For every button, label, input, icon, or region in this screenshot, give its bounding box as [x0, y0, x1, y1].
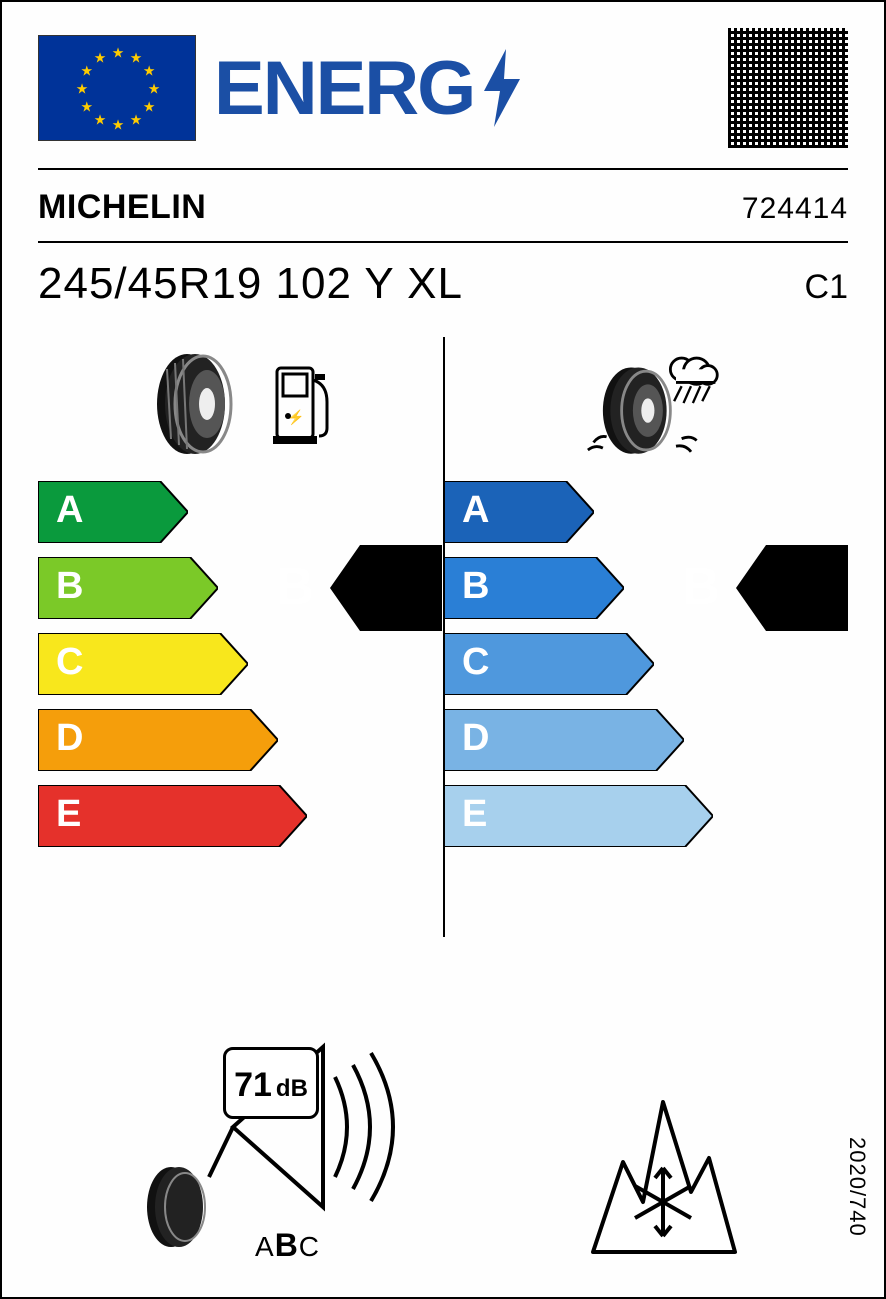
grade-bar-b: BB [444, 557, 848, 619]
wet-grade-bars: ABBCDE [444, 481, 848, 847]
fuel-efficiency-column: ⚡ ABBCDE [38, 339, 442, 847]
3pmsf-icon [563, 1072, 763, 1262]
wet-grip-column: ABBCDE [444, 339, 848, 847]
snow-symbol [563, 1067, 763, 1267]
grade-bar-b: BB [38, 557, 442, 619]
energy-title: ENERG [214, 45, 710, 132]
size-row: 245/45R19 102 Y XL C1 [2, 243, 884, 329]
grade-letter: B [56, 565, 83, 608]
noise-class-letter: C [299, 1231, 320, 1262]
noise-class-letter: B [275, 1227, 299, 1263]
lightning-bolt-icon [480, 49, 524, 127]
ratings-area: ⚡ ABBCDE [2, 329, 884, 969]
tire-size: 245/45R19 102 Y XL [38, 259, 463, 309]
vehicle-class: C1 [805, 268, 848, 307]
grade-bar-a: A [444, 481, 848, 543]
energy-title-text: ENERG [214, 45, 474, 132]
noise-db-box: 71 dB [223, 1047, 319, 1119]
label-header: ★★★★★★★★★★★★ ENERG [2, 2, 884, 168]
grade-letter: D [56, 717, 83, 760]
regulation-reference: 2020/740 [844, 1137, 870, 1237]
fuel-icon-row: ⚡ [38, 339, 442, 469]
eu-tyre-label: ★★★★★★★★★★★★ ENERG MICHELIN 724414 245/4… [0, 0, 886, 1299]
noise-db-unit: dB [276, 1075, 308, 1103]
eu-flag-icon: ★★★★★★★★★★★★ [38, 35, 196, 141]
grade-bar-a: A [38, 481, 442, 543]
grade-bar-d: D [444, 709, 848, 771]
grade-letter: E [462, 793, 487, 836]
brand-row: MICHELIN 724414 [2, 170, 884, 241]
qr-code-icon [728, 28, 848, 148]
noise-class-scale: ABC [255, 1227, 320, 1264]
grade-letter: C [56, 641, 83, 684]
grade-bar-e: E [38, 785, 442, 847]
noise-block: 71 dB ABC [123, 1037, 453, 1267]
grade-bar-e: E [444, 785, 848, 847]
grade-letter: D [462, 717, 489, 760]
brand-name: MICHELIN [38, 188, 206, 227]
fuel-pump-icon: ⚡ [273, 360, 333, 448]
grade-letter: A [56, 489, 83, 532]
article-number: 724414 [742, 192, 848, 226]
tire-icon [147, 349, 257, 459]
wet-icon-row [444, 339, 848, 469]
grade-bar-c: C [444, 633, 848, 695]
selected-grade-letter: B [682, 557, 720, 617]
grade-letter: E [56, 793, 81, 836]
rain-tire-icon [571, 349, 721, 459]
grade-letter: A [462, 489, 489, 532]
grade-letter: B [462, 565, 489, 608]
grade-bar-d: D [38, 709, 442, 771]
fuel-grade-bars: ABBCDE [38, 481, 442, 847]
bottom-row: 71 dB ABC [38, 1007, 848, 1267]
grade-bar-c: C [38, 633, 442, 695]
noise-db-value: 71 [234, 1066, 272, 1105]
selected-grade-letter: B [276, 557, 314, 617]
noise-class-letter: A [255, 1231, 275, 1262]
grade-letter: C [462, 641, 489, 684]
